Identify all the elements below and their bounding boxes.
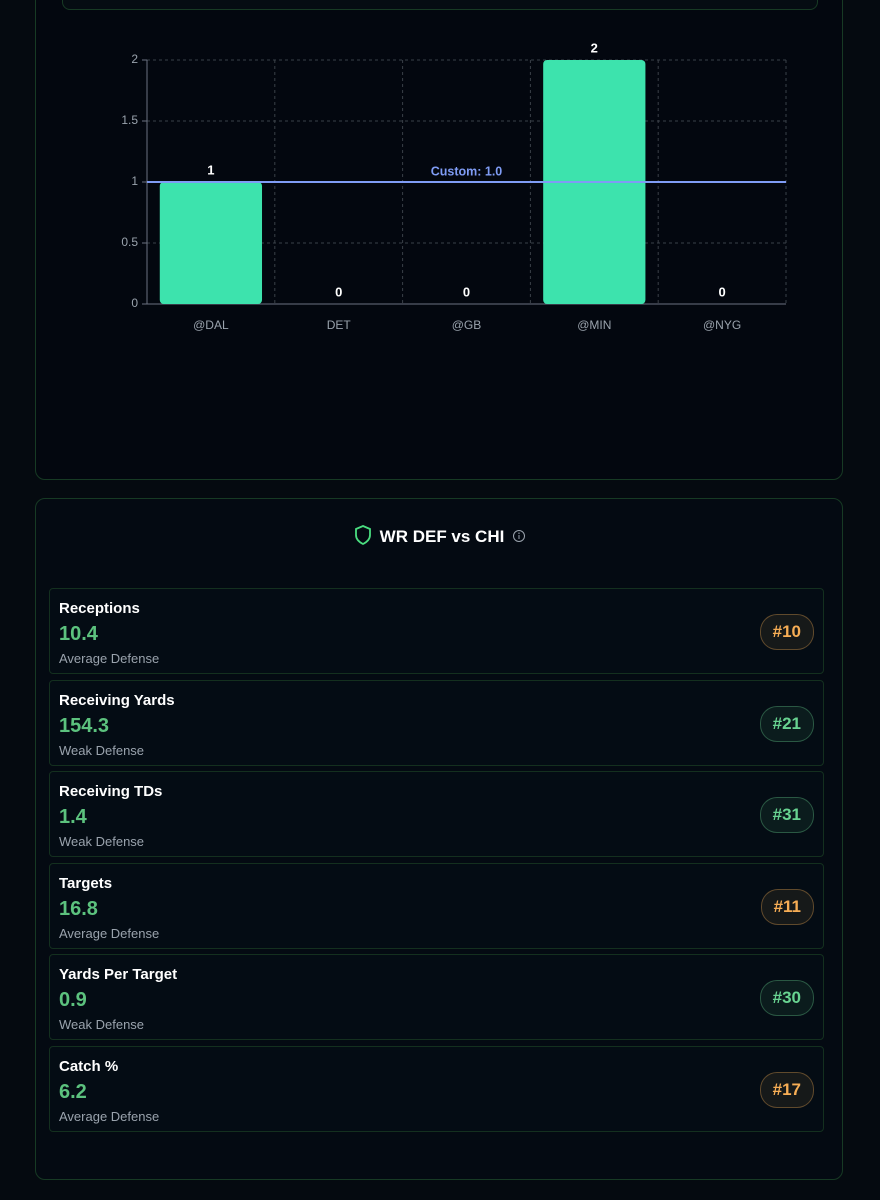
stat-label: Receiving TDs <box>59 783 163 801</box>
y-tick-label: 1 <box>131 174 138 188</box>
y-tick-label: 2 <box>131 52 138 66</box>
rank-badge: #30 <box>759 980 814 1017</box>
value-label: 2 <box>591 40 598 55</box>
stat-rating: Weak Defense <box>59 834 145 850</box>
stat-label: Yards Per Target <box>59 966 178 984</box>
stat-rating: Average Defense <box>59 925 160 941</box>
stat-value: 10.4 <box>59 623 98 645</box>
x-tick-label: @DAL <box>193 318 229 332</box>
stat-value: 1.4 <box>59 806 87 829</box>
shield-icon <box>354 525 371 546</box>
stat-card: Receiving Yards 154.3 Weak Defense #21 <box>49 679 824 766</box>
rank-badge: #11 <box>760 888 814 925</box>
stat-value: 0.9 <box>59 989 87 1012</box>
stat-card: Catch % 6.2 Average Defense #17 <box>49 1046 824 1132</box>
x-tick-label: DET <box>327 318 352 332</box>
stat-label: Receiving Yards <box>59 691 175 709</box>
value-label: 0 <box>463 284 470 299</box>
rank-badge: #10 <box>759 614 814 650</box>
stat-label: Targets <box>59 874 113 892</box>
value-label: 0 <box>335 284 342 299</box>
stat-rating: Weak Defense <box>59 742 145 758</box>
rank-badge: #17 <box>759 1072 814 1108</box>
info-icon[interactable] <box>512 529 526 543</box>
stat-rating: Average Defense <box>59 651 160 666</box>
defense-title: WR DEF vs CHI <box>379 527 505 546</box>
stat-value: 16.8 <box>59 897 98 920</box>
chart: 0 0.5 1 1.5 2 @DAL 1 DET 0 @GB 0 @MIN 2 @NYG 0 Custom: … <box>121 40 787 332</box>
stat-value: 154.3 <box>59 714 110 737</box>
value-label: 1 <box>207 162 214 177</box>
stat-card: Receiving TDs 1.4 Weak Defense #31 <box>49 771 824 858</box>
defense-header: WR DEF vs CHI <box>0 525 880 547</box>
y-tick-label: 0 <box>131 296 138 310</box>
y-tick-label: 0.5 <box>121 235 138 249</box>
x-tick-label: @MIN <box>577 318 611 332</box>
stat-card: Receptions 10.4 Average Defense #10 <box>49 588 824 674</box>
rank-badge: #21 <box>759 705 814 742</box>
stat-label: Catch % <box>59 1058 119 1075</box>
stat-rating: Average Defense <box>59 1109 160 1124</box>
stat-rating: Weak Defense <box>59 1017 145 1033</box>
value-label: 0 <box>718 284 725 299</box>
x-tick-label: @GB <box>452 318 482 332</box>
y-tick-label: 1.5 <box>121 113 138 127</box>
stat-card: Yards Per Target 0.9 Weak Defense #30 <box>49 954 824 1041</box>
stat-card: Targets 16.8 Average Defense #11 <box>49 862 824 949</box>
rank-badge: #31 <box>759 797 814 834</box>
reference-label: Custom: 1.0 <box>431 164 503 178</box>
stat-label: Receptions <box>59 600 140 617</box>
x-tick-label: @NYG <box>703 318 741 332</box>
stat-value: 6.2 <box>59 1081 87 1103</box>
bar <box>159 182 263 304</box>
